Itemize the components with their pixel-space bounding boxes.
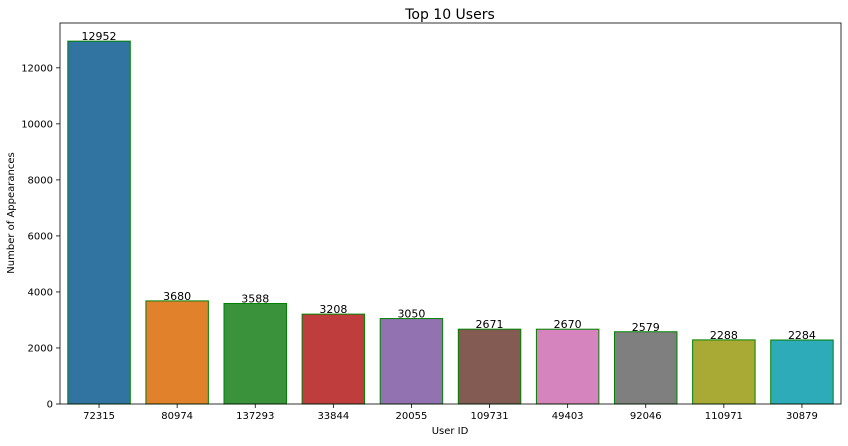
x-tick-label-72315: 72315 bbox=[83, 411, 115, 422]
plot-frame bbox=[59, 22, 842, 405]
x-tick-label-49403: 49403 bbox=[552, 411, 584, 422]
x-tick-label-110971: 110971 bbox=[705, 411, 743, 422]
bar-33844 bbox=[301, 313, 366, 405]
y-tick-label-2000: 2000 bbox=[28, 343, 53, 354]
x-axis: 72315 80974 137293 33844 20055 109731 49403 920… bbox=[83, 404, 818, 422]
y-axis-label: Number of Appearances bbox=[6, 152, 17, 273]
bar-80974 bbox=[145, 300, 209, 405]
chart-title: Top 10 Users bbox=[404, 7, 495, 23]
data-label-49403: 2670 bbox=[554, 318, 582, 331]
x-tick-label-80974: 80974 bbox=[161, 411, 193, 422]
bar-92046 bbox=[614, 331, 678, 405]
x-tick-label-33844: 33844 bbox=[317, 411, 349, 422]
x-axis-label: User ID bbox=[432, 426, 469, 437]
y-tick-label-4000: 4000 bbox=[28, 287, 53, 298]
bar-137293 bbox=[223, 302, 287, 405]
y-axis: 0 2000 4000 6000 8000 10000 12000 bbox=[21, 63, 60, 411]
data-labels-layer: 12952 3680 3588 3208 3050 2671 2670 2579 2288 228… bbox=[82, 30, 816, 342]
bar-72315 bbox=[67, 40, 131, 405]
y-tick-label-8000: 8000 bbox=[28, 175, 53, 186]
x-tick-label-137293: 137293 bbox=[236, 411, 274, 422]
bar-30879 bbox=[770, 339, 834, 405]
data-label-72315: 12952 bbox=[82, 30, 117, 43]
y-tick-label-6000: 6000 bbox=[28, 231, 53, 242]
y-tick-label-0: 0 bbox=[47, 400, 53, 411]
data-label-137293: 3588 bbox=[241, 292, 269, 305]
data-label-20055: 3050 bbox=[397, 308, 425, 321]
y-tick-label-10000: 10000 bbox=[21, 119, 53, 130]
bar-109731 bbox=[457, 328, 522, 405]
x-tick-label-20055: 20055 bbox=[396, 411, 428, 422]
y-tick-label-12000: 12000 bbox=[21, 63, 53, 74]
bars-layer bbox=[67, 40, 834, 405]
data-label-109731: 2671 bbox=[476, 318, 504, 331]
x-tick-label-109731: 109731 bbox=[470, 411, 508, 422]
data-label-80974: 3680 bbox=[163, 290, 191, 303]
x-tick-label-30879: 30879 bbox=[786, 411, 818, 422]
bar-20055 bbox=[379, 318, 444, 405]
data-label-30879: 2284 bbox=[788, 329, 816, 342]
bar-110971 bbox=[692, 339, 756, 405]
bar-49403 bbox=[535, 328, 600, 405]
data-label-92046: 2579 bbox=[632, 321, 660, 334]
data-label-33844: 3208 bbox=[319, 303, 347, 316]
x-tick-label-92046: 92046 bbox=[630, 411, 662, 422]
data-label-110971: 2288 bbox=[710, 329, 738, 342]
